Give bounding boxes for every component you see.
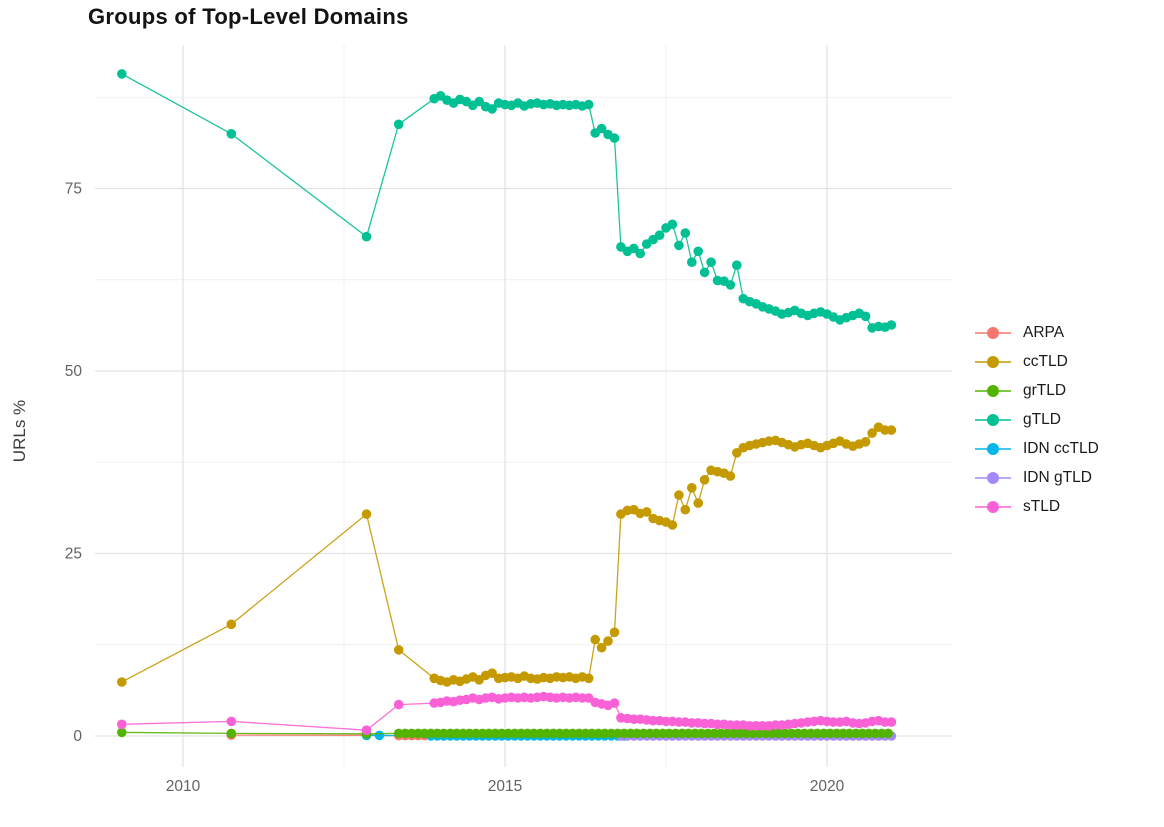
data-point	[596, 123, 607, 134]
legend-label: ARPA	[1023, 323, 1065, 341]
x-tick-labels: 2010 2015 2020	[166, 778, 845, 795]
data-point	[883, 728, 893, 739]
data-point	[603, 636, 613, 646]
data-point	[699, 475, 710, 485]
series-line	[121, 426, 892, 683]
data-point	[609, 133, 620, 143]
legend-key-icon	[975, 384, 1011, 397]
data-point	[693, 498, 703, 508]
data-point	[687, 483, 697, 493]
data-point	[674, 490, 684, 500]
y-tick-label: 0	[73, 728, 82, 745]
legend-key-icon	[975, 442, 1011, 455]
data-point	[474, 96, 485, 107]
data-point	[583, 99, 594, 110]
data-point	[732, 260, 742, 271]
data-point	[667, 219, 678, 230]
x-tick-label: 2015	[488, 778, 522, 795]
data-point	[667, 520, 678, 530]
data-point	[641, 507, 652, 517]
series-gtld	[117, 69, 897, 333]
legend-key-icon	[975, 326, 1011, 339]
data-point	[361, 231, 372, 242]
legend-label: IDN gTLD	[1023, 468, 1092, 486]
data-point	[706, 257, 716, 268]
gridlines-minor	[95, 45, 952, 767]
legend-key-icon	[975, 471, 1011, 484]
data-point	[361, 509, 372, 519]
data-point	[629, 243, 639, 254]
data-point	[226, 619, 237, 630]
legend-label: IDN ccTLD	[1023, 439, 1099, 457]
y-tick-labels: 0 25 50 75	[65, 181, 83, 746]
legend-item-idn-cctld: IDN ccTLD	[975, 434, 1099, 463]
data-point	[725, 280, 736, 290]
data-point	[583, 673, 594, 684]
data-point	[693, 246, 703, 257]
data-point	[487, 104, 497, 114]
legend-label: sTLD	[1023, 497, 1061, 515]
data-point	[226, 129, 237, 139]
data-point	[725, 471, 736, 481]
legend-label: grTLD	[1023, 381, 1067, 399]
data-point	[117, 727, 127, 738]
data-point	[393, 119, 404, 130]
legend-label: ccTLD	[1023, 352, 1068, 370]
series-stld	[117, 691, 897, 735]
data-point	[596, 642, 607, 653]
data-point	[117, 677, 127, 687]
legend-key-icon	[975, 413, 1011, 426]
data-point	[393, 645, 404, 655]
data-point	[654, 230, 665, 240]
data-point	[860, 437, 871, 447]
legend-item-gtld: gTLD	[975, 405, 1099, 434]
x-tick-label: 2010	[166, 778, 201, 795]
data-point	[117, 719, 127, 730]
legend-item-idn-gtld: IDN gTLD	[975, 463, 1099, 492]
data-point	[609, 698, 620, 708]
data-point	[680, 228, 691, 238]
series-line	[121, 73, 892, 329]
data-point	[886, 425, 897, 435]
y-tick-label: 50	[65, 363, 83, 380]
data-point	[674, 240, 684, 251]
data-point	[860, 311, 871, 322]
series-cctld	[117, 422, 897, 687]
data-point	[487, 668, 497, 678]
data-point	[687, 257, 697, 268]
y-tick-label: 25	[65, 546, 82, 563]
legend-item-arpa: ARPA	[975, 318, 1099, 347]
series-grtld	[117, 727, 893, 739]
chart-title: Groups of Top-Level Domains	[88, 4, 409, 29]
legend: ARPA ccTLD grTLD gTLD IDN ccTLD IDN gTLD sTLD	[975, 318, 1099, 521]
data-point	[609, 627, 620, 638]
legend-key-icon	[975, 355, 1011, 368]
legend-item-stld: sTLD	[975, 492, 1099, 521]
data-point	[361, 725, 372, 735]
data-point	[886, 320, 897, 330]
legend-item-grtld: grTLD	[975, 376, 1099, 405]
data-point	[226, 728, 237, 739]
y-tick-label: 75	[65, 181, 82, 198]
data-point	[732, 448, 742, 458]
data-point	[680, 504, 691, 515]
data-point	[635, 248, 645, 259]
data-point	[699, 267, 710, 278]
data-point	[226, 716, 237, 727]
legend-item-cctld: ccTLD	[975, 347, 1099, 376]
data-point	[867, 428, 877, 438]
data-point	[393, 699, 404, 710]
x-tick-label: 2020	[810, 778, 845, 795]
data-point	[886, 717, 897, 727]
data-point	[590, 634, 600, 645]
legend-key-icon	[975, 500, 1011, 513]
data-point	[117, 69, 127, 79]
data-point	[374, 730, 385, 741]
legend-label: gTLD	[1023, 410, 1061, 428]
gridlines-major	[95, 45, 952, 767]
